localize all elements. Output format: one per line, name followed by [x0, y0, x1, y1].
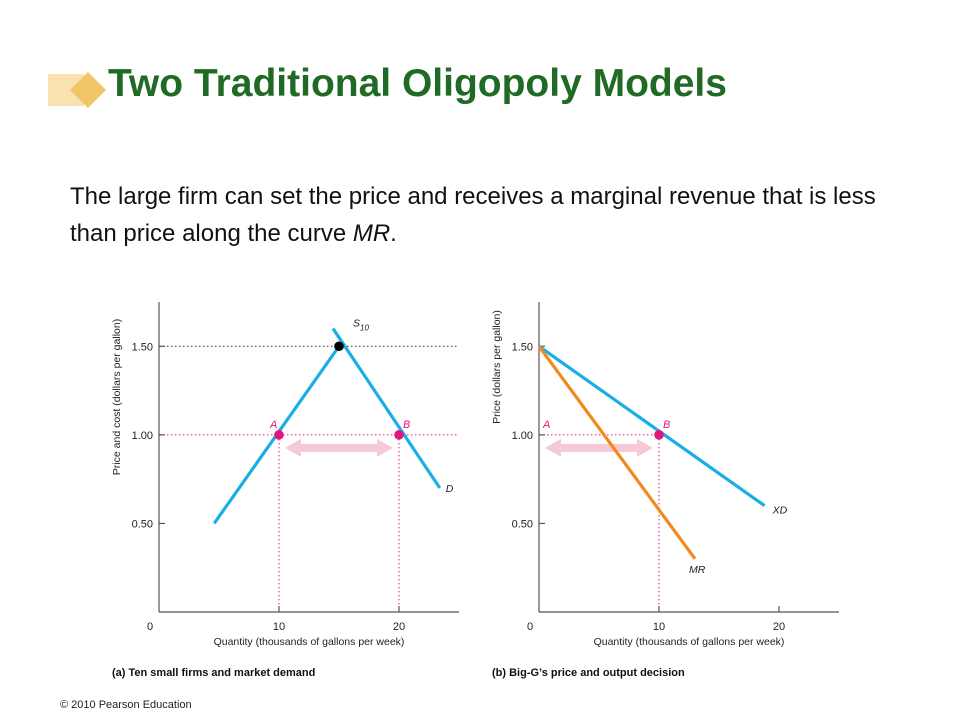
panel-a-y-axis-label: Price and cost (dollars per gallon)	[111, 319, 123, 475]
panel-b-point-label-a: A	[542, 419, 550, 431]
body-text-main: The large firm can set the price and rec…	[70, 183, 876, 247]
panel-b-x-axis-label: Quantity (thousands of gallons per week)	[594, 636, 785, 648]
panel-a-y-tick-label: 1.00	[132, 430, 153, 442]
panel-b-chart: 0.50 1.00 1.50 10 20 0 Quantity (thousands of …	[491, 302, 839, 679]
panel-a-y-tick-label: 0.50	[132, 518, 153, 530]
panel-b-y-tick-label: 0.50	[512, 518, 533, 530]
panel-a-x-tick-label: 10	[273, 621, 285, 633]
panel-b-point-label-b: B	[663, 419, 670, 431]
panel-a-label-s10: S10	[353, 318, 369, 333]
title-decoration-icon	[48, 72, 106, 108]
panel-a-point-label-a: A	[269, 419, 277, 431]
panel-a-point-b	[394, 430, 404, 440]
body-text-end: .	[390, 220, 397, 247]
copyright-notice: © 2010 Pearson Education	[60, 699, 192, 711]
slide-title: Two Traditional Oligopoly Models	[108, 62, 727, 105]
panel-a-arrow	[285, 438, 393, 457]
panel-a-point-label-b: B	[403, 419, 410, 431]
panel-b-x-tick-label: 10	[653, 621, 665, 633]
panel-b-series-xd	[538, 344, 766, 508]
body-text-emphasis: MR	[352, 220, 391, 247]
panel-b-y-axis-label: Price (dollars per gallon)	[491, 310, 503, 424]
panel-b-point-b	[654, 430, 664, 440]
panel-b-origin-label: 0	[527, 621, 533, 633]
panel-a-point-equilibrium	[334, 341, 344, 352]
panel-a-point-a	[274, 430, 284, 440]
panel-b-y-tick-label: 1.50	[512, 341, 533, 353]
panel-a-x-tick-label: 20	[393, 621, 405, 633]
panel-a-caption: (a) Ten small firms and market demand	[112, 667, 315, 679]
panel-a-x-axis-label: Quantity (thousands of gallons per week)	[214, 636, 405, 648]
panel-b-series-mr	[537, 345, 697, 560]
panel-a-origin-label: 0	[147, 621, 153, 633]
panel-b-label-xd: XD	[772, 505, 788, 517]
panel-a-chart: 0.50 1.00 1.50 10 20 0 Quantity (thousands of …	[111, 302, 459, 679]
panel-b-label-mr: MR	[689, 564, 706, 576]
panel-b-arrow	[545, 438, 653, 457]
panel-b-y-tick-label: 1.00	[512, 430, 533, 442]
panel-a-y-tick-label: 1.50	[132, 341, 153, 353]
panel-b-caption: (b) Big-G’s price and output decision	[492, 667, 685, 679]
panel-a-label-d: D	[446, 483, 454, 495]
panel-a-series-d	[331, 327, 442, 489]
slide-body-text: The large firm can set the price and rec…	[70, 178, 890, 252]
panel-b-x-tick-label: 20	[773, 621, 785, 633]
